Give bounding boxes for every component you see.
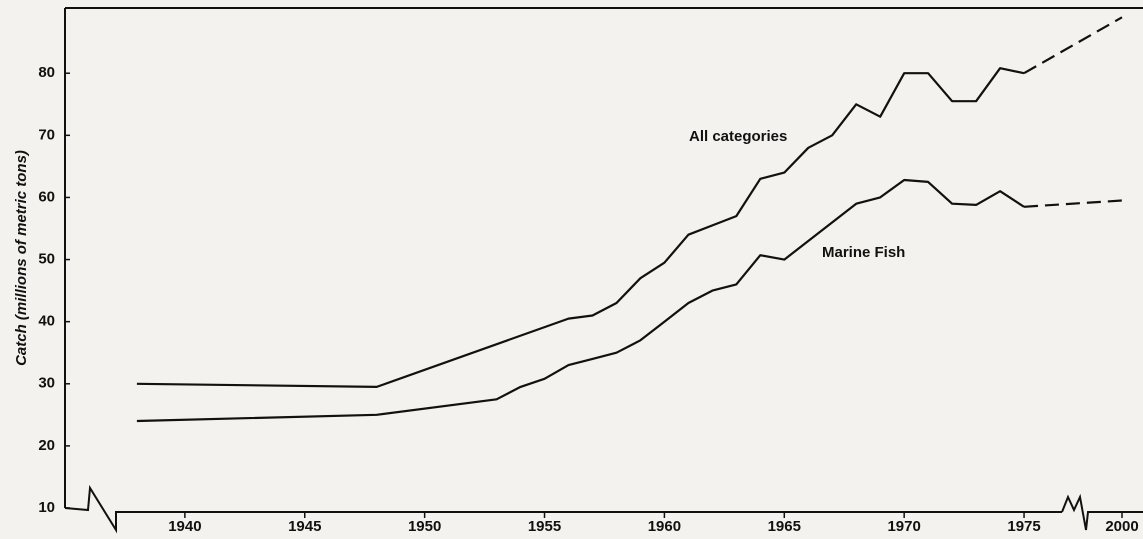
- series-line: [136, 178, 1025, 423]
- y-tick-label: 40: [38, 313, 55, 330]
- x-axis-right-break: [1061, 493, 1143, 531]
- y-tick-label: 50: [38, 251, 55, 268]
- y-tick-label: 80: [38, 64, 55, 81]
- series-label: All categories: [689, 128, 787, 145]
- frame: [64, 7, 1143, 534]
- x-tick-label: 1940: [168, 518, 201, 535]
- y-tick-label: 20: [38, 437, 55, 454]
- y-tick-label: 30: [38, 375, 55, 392]
- projection-line: [1023, 16, 1123, 75]
- y-tick-label: 70: [38, 126, 55, 143]
- x-tick-label: 1965: [768, 518, 801, 535]
- x-tick-label: 1975: [1007, 518, 1040, 535]
- series-label: Marine Fish: [822, 244, 905, 261]
- projection-line: [1023, 199, 1123, 208]
- y-axis-label: Catch (millions of metric tons): [13, 150, 30, 366]
- series-line: [136, 67, 1025, 388]
- x-tick-label: 1955: [528, 518, 561, 535]
- x-tick-label: 2000: [1105, 518, 1138, 535]
- x-tick-label: 1950: [408, 518, 441, 535]
- x-tick-label: 1945: [288, 518, 321, 535]
- y-tick-label: 60: [38, 188, 55, 205]
- y-tick-label: 10: [38, 499, 55, 516]
- x-tick-label: 1960: [648, 518, 681, 535]
- x-axis-left-break: [64, 484, 1062, 534]
- x-tick-label: 1970: [887, 518, 920, 535]
